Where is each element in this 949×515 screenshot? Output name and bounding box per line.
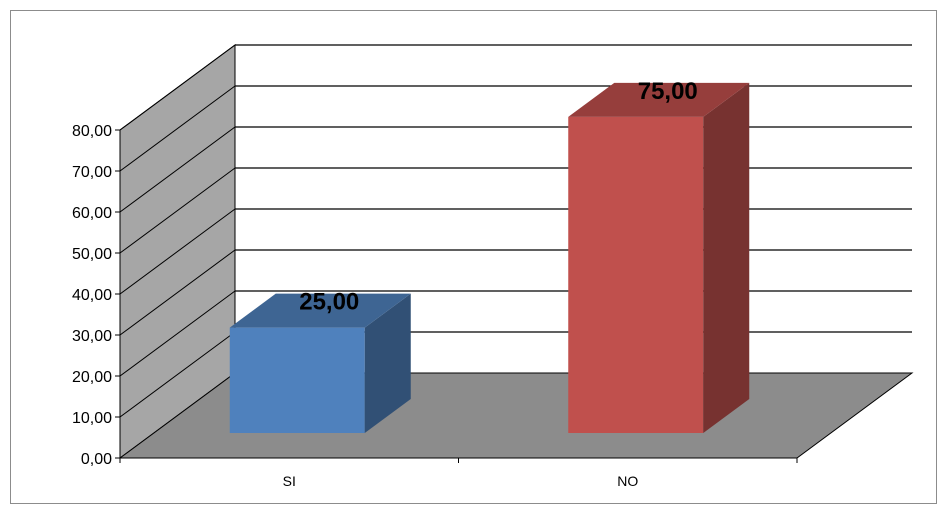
y-tick-label: 10,00 <box>72 410 112 427</box>
bar-side <box>703 82 750 433</box>
y-tick-label: 60,00 <box>72 205 112 222</box>
gridline-side <box>119 126 236 213</box>
bar-no <box>568 82 750 433</box>
y-tick-label: 20,00 <box>72 369 112 386</box>
gridline-side <box>119 85 236 172</box>
gridline-side <box>119 290 236 377</box>
y-tick-label: 40,00 <box>72 287 112 304</box>
gridline-side <box>119 167 236 254</box>
x-tick-label: SI <box>283 473 296 489</box>
bar-top <box>229 293 411 328</box>
bar-front <box>229 327 365 433</box>
bar-side <box>364 293 411 433</box>
y-tick-label: 0,00 <box>81 451 112 468</box>
gridline-side <box>119 331 236 418</box>
y-tick-label: 80,00 <box>72 123 112 140</box>
y-tick-label: 50,00 <box>72 246 112 263</box>
y-tick-label: 70,00 <box>72 164 112 181</box>
gridline-side <box>119 249 236 336</box>
data-label: 25,00 <box>299 289 359 316</box>
bar-front <box>568 116 704 433</box>
bar-si <box>229 293 411 433</box>
y-tick-label: 30,00 <box>72 328 112 345</box>
gridline-side <box>119 208 236 295</box>
bar-top <box>568 82 750 117</box>
data-label: 75,00 <box>638 78 698 105</box>
gridline-side <box>119 44 236 131</box>
x-tick-label: NO <box>617 473 638 489</box>
